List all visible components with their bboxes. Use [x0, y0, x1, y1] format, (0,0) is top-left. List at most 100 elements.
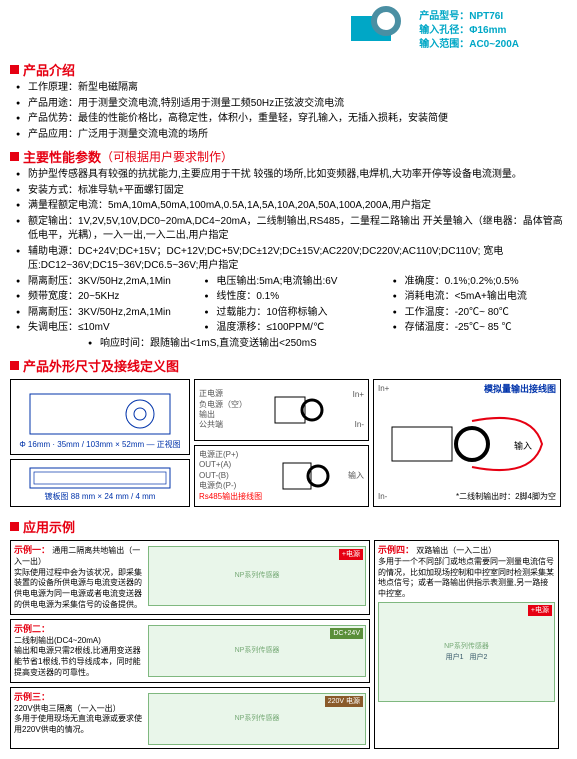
- wiring-rs485-diagram: 电源正(P+) OUT+(A) OUT-(B) 电源负(P-) Rs485输出接…: [194, 445, 369, 507]
- range-label: 输入范围：: [419, 39, 469, 50]
- user2-label: 用户2: [470, 653, 488, 662]
- param-item: 失调电压：≤10mV: [28, 321, 190, 337]
- examples-grid: 示例一： 通用二隔离共地输出（一入一出） 实际使用过程中会为该状况，即采集装置的…: [10, 540, 567, 749]
- params-list-left: 隔离耐压：3KV/50Hz,2mA,1Min 频带宽度：20~5KHz 隔离耐压…: [10, 275, 190, 337]
- param-item: 隔离耐压：3KV/50Hz,2mA,1Min: [28, 306, 190, 322]
- bottom-h2: 4 mm: [135, 492, 155, 501]
- user1-label: 用户1: [446, 653, 464, 662]
- ex4-diagram: +电源 NP系列传感器 用户1 用户2: [378, 602, 555, 702]
- param-item: 防护型传感器具有较强的抗扰能力,主要应用于干扰 较强的场所,比如变频器,电焊机,…: [28, 168, 567, 184]
- intro-item: 产品优势：最佳的性能价格比，高稳定性，体积小，重量轻，穿孔输入，无插入损耗，安装…: [28, 112, 567, 128]
- intro-list: 工作原理：新型电磁隔离 产品用途：用于测量交流电流,特别适用于测量工频50Hz正…: [10, 81, 567, 143]
- right-note2: *二线制输出时：2脚4脚为空: [456, 492, 556, 502]
- param-item: 隔离耐压：3KV/50Hz,2mA,1Min: [28, 275, 190, 291]
- param-item: 工作温度：-20℃~ 80℃: [405, 306, 567, 322]
- intro-item: 工作原理：新型电磁隔离: [28, 81, 567, 97]
- example-2: 示例二： 二线制输出(DC4~20mA) 输出和电源只需2根线,比通用变送器能节…: [10, 619, 370, 683]
- ex2-title: 示例二：: [14, 624, 50, 634]
- bullet-icon: [10, 65, 19, 74]
- conn-in-plus-r: In+: [378, 384, 389, 394]
- param-item: 频带宽度：20~5KHz: [28, 290, 190, 306]
- sensor-outline-svg: [270, 385, 330, 435]
- param-item: 响应时间：跟随输出<1mS,直流变送输出<250mS: [100, 337, 567, 353]
- ex1-diagram: +电源 NP系列传感器: [148, 546, 366, 606]
- conn2-l1: 电源正(P+): [199, 450, 262, 460]
- bottom-w: 镀板图 88 mm: [45, 492, 96, 501]
- product-image: [341, 6, 411, 56]
- param-item: 过载能力：10倍称标输入: [216, 306, 378, 322]
- model-label: 产品型号：: [419, 11, 469, 22]
- conn2-note: Rs485输出接线图: [199, 492, 262, 502]
- svg-text:输入: 输入: [514, 440, 532, 451]
- param-item: 额定输出：1V,2V,5V,10V,DC0~20mA,DC4~20mA，二线制输…: [28, 215, 567, 245]
- params-list-right: 准确度：0.1%;0.2%;0.5% 消耗电流：<5mA+输出电流 工作温度：-…: [387, 275, 567, 337]
- bullet-icon: [10, 522, 19, 531]
- product-header: 产品型号：NPT76I 输入孔径：Φ16mm 输入范围：AC0~200A: [10, 6, 567, 56]
- bullet-icon: [10, 361, 19, 370]
- conn-l2: 负电源（空）: [199, 400, 247, 410]
- param-item: 存储温度：-25℃~ 85 ℃: [405, 321, 567, 337]
- product-info: 产品型号：NPT76I 输入孔径：Φ16mm 输入范围：AC0~200A: [419, 10, 519, 52]
- ex4-title: 示例四：: [378, 545, 414, 555]
- intro-item: 产品用途：用于测量交流电流,特别适用于测量工频50Hz正弦波交流电流: [28, 97, 567, 113]
- section-dims-title: 产品外形尺寸及接线定义图: [10, 356, 567, 375]
- ex3-diagram: 220V 电源 NP系列传感器: [148, 693, 366, 745]
- conn2-l2: OUT+(A): [199, 460, 262, 470]
- bottom-view-diagram: 镀板图 88 mm × 24 mm / 4 mm: [10, 459, 190, 507]
- ex2-sub: 二线制输出(DC4~20mA): [14, 636, 144, 647]
- aperture-label: 输入孔径：: [419, 25, 469, 36]
- sensor-label: NP系列传感器: [235, 571, 280, 580]
- w-dim: 35mm: [57, 440, 79, 449]
- ex4-sub: 双路输出（一入二出）: [416, 546, 496, 555]
- ex1-title: 示例一：: [14, 545, 50, 555]
- param-item: 辅助电源：DC+24V;DC+15V；DC+12V;DC+5V;DC±12V;D…: [28, 245, 567, 275]
- conn2-l4: 电源负(P-): [199, 481, 262, 491]
- aperture-value: Φ16mm: [469, 25, 506, 36]
- params-list-mid: 电压输出:5mA;电流输出:6V 线性度：0.1% 过载能力：10倍称标输入 温…: [198, 275, 378, 337]
- param-item: 电压输出:5mA;电流输出:6V: [216, 275, 378, 291]
- conn2-l3: OUT-(B): [199, 471, 262, 481]
- ps-tag: +电源: [339, 549, 363, 560]
- conn-in-minus-r: In-: [378, 492, 387, 502]
- conn-in-plus: In+: [353, 390, 364, 400]
- params-title-text: 主要性能参数: [23, 147, 101, 166]
- response-line: 响应时间：跟随输出<1mS,直流变送输出<250mS: [82, 337, 567, 353]
- ex3-sub: 220V供电三隔离（一入一出）: [14, 704, 144, 715]
- sensor-label: NP系列传感器: [235, 714, 280, 723]
- bullet-icon: [10, 152, 19, 161]
- ps-tag-4: +电源: [528, 605, 552, 616]
- example-1: 示例一： 通用二隔离共地输出（一入一出） 实际使用过程中会为该状况，即采集装置的…: [10, 540, 370, 615]
- ex4-body: 多用于一个不同部门或地点需要同一测量电流信号的情况，比如加现场控制和中控室同时检…: [378, 557, 555, 600]
- conn2-in: 输入: [348, 471, 364, 481]
- conn-in-minus: In-: [353, 420, 364, 430]
- intro-title-text: 产品介绍: [23, 60, 75, 79]
- param-item: 准确度：0.1%;0.2%;0.5%: [405, 275, 567, 291]
- range-value: AC0~200A: [469, 39, 519, 50]
- ex2-body: 输出和电源只需2根线,比通用变送器能节省1根线,节约导线成本，同时能提高变送器的…: [14, 646, 144, 678]
- example-4: 示例四： 双路输出（一入二出） 多用于一个不同部门或地点需要同一测量电流信号的情…: [374, 540, 559, 749]
- sensor-label-4: NP系列传感器: [444, 642, 489, 651]
- ex3-title: 示例三：: [14, 692, 50, 702]
- dimension-diagrams: Φ 16mm · 35mm / 103mm × 52mm — 正视图 镀板图 8…: [10, 379, 567, 507]
- section-params-title: 主要性能参数 （可根据用户要求制作）: [10, 147, 567, 166]
- conn-l4: 公共端: [199, 420, 247, 430]
- v220-tag: 220V 电源: [325, 696, 363, 707]
- ex3-body: 多用于使用现场无直流电源或要求使用220V供电的情况。: [14, 714, 144, 736]
- sensor-label: NP系列传感器: [235, 646, 280, 655]
- right-note1: 模拟量输出接线图: [484, 384, 556, 396]
- examples-title-text: 应用示例: [23, 517, 75, 536]
- intro-item: 产品应用：广泛用于测量交流电流的场所: [28, 128, 567, 144]
- wiring-analog-diagram: 正电源 负电源（空） 输出 公共端 In+ In-: [194, 379, 369, 441]
- example-3: 示例三： 220V供电三隔离（一入一出） 多用于使用现场无直流电源或要求使用22…: [10, 687, 370, 749]
- front-view-svg: [20, 384, 180, 440]
- params-list-full: 防护型传感器具有较强的抗扰能力,主要应用于干扰 较强的场所,比如变频器,电焊机,…: [10, 168, 567, 275]
- wiring-analog-right-diagram: In+ 模拟量输出接线图 输入 In- *二线制输出时：2脚4脚为空: [373, 379, 561, 507]
- total-w-dim: 103mm: [86, 440, 113, 449]
- ex1-body: 实际使用过程中会为该状况，即采集装置的设备所供电源与电流变送器的供电电源为同一电…: [14, 568, 144, 611]
- bottom-view-svg: [20, 464, 180, 492]
- params-note: （可根据用户要求制作）: [101, 148, 233, 165]
- conn-l1: 正电源: [199, 389, 247, 399]
- h-dim: 52mm: [122, 440, 144, 449]
- param-item: 温度漂移：≤100PPM/℃: [216, 321, 378, 337]
- bottom-h: 24 mm: [104, 492, 128, 501]
